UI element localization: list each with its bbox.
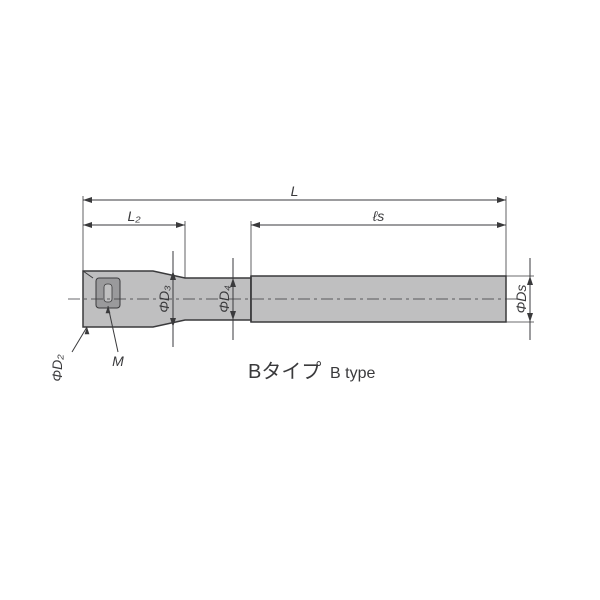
ls-dim-label: ℓs xyxy=(372,208,385,224)
M-dim-label: M xyxy=(112,353,124,369)
arrow-head xyxy=(83,222,92,228)
arrow-head xyxy=(83,197,92,203)
arrow-head xyxy=(497,197,506,203)
Ds-dim-label: ΦDs xyxy=(513,285,529,314)
L2-dim-label: L₂ xyxy=(127,208,141,224)
D3-dim-label: ΦD₃ xyxy=(156,285,172,313)
arrow-head xyxy=(251,222,260,228)
caption-jp: Bタイプ xyxy=(248,360,321,383)
D2-dim-label: ΦD₂ xyxy=(49,354,65,382)
arrow-head xyxy=(497,222,506,228)
D2-leader xyxy=(72,327,87,352)
arrow-head xyxy=(176,222,185,228)
caption-en: B type xyxy=(330,365,375,382)
L-dim-label: L xyxy=(291,183,299,199)
arrow-head xyxy=(527,276,533,285)
D4-dim-label: ΦD₄ xyxy=(216,285,232,313)
